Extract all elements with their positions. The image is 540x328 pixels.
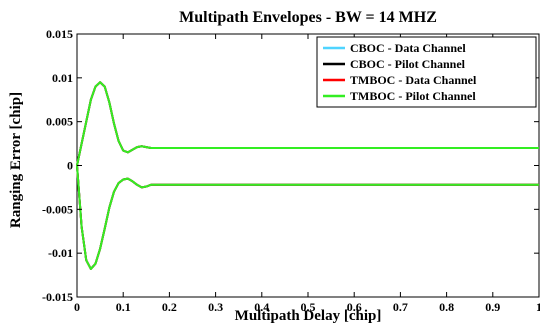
y-tick-label: 0.015 [46, 27, 73, 41]
x-tick-label: 0.3 [208, 300, 223, 314]
x-tick-label: 0.7 [393, 300, 408, 314]
legend-label-1: CBOC - Data Channel [350, 41, 466, 55]
x-tick-label: 0.4 [254, 300, 269, 314]
x-tick-label: 0.5 [301, 300, 316, 314]
x-axis-label: Multipath Delay [chip] [235, 308, 382, 324]
series-layer [76, 81, 539, 270]
legend-label-2: CBOC - Pilot Channel [350, 57, 466, 71]
x-tick-label: 0.9 [485, 300, 500, 314]
legend-box [316, 36, 537, 108]
y-tick-label: 0 [67, 159, 73, 173]
y-tick-label: -0.01 [48, 246, 73, 260]
x-tick-label: 0.6 [347, 300, 362, 314]
y-tick-label: 0.01 [52, 71, 73, 85]
legend-label-3: TMBOC - Data Channel [350, 73, 477, 87]
x-tick-label: 1 [536, 300, 540, 314]
legend-label-4: TMBOC - Pilot Channel [350, 89, 476, 103]
y-axis-label: Ranging Error [chip] [8, 92, 24, 228]
series-line-4-lower [76, 165, 539, 270]
series-line-4-upper [76, 81, 539, 166]
x-tick-label: 0.8 [439, 300, 454, 314]
y-tick-label: 0.005 [46, 115, 73, 129]
x-tick-label: 0 [74, 300, 80, 314]
x-tick-label: 0.1 [116, 300, 131, 314]
x-tick-label: 0.2 [162, 300, 177, 314]
y-tick-label: -0.005 [42, 202, 73, 216]
chart-title: Multipath Envelopes - BW = 14 MHZ [179, 9, 437, 26]
y-tick-label: -0.015 [42, 290, 73, 304]
tick-layer: 0 0.1 0.2 0.3 0.4 0.5 0.6 0.7 0.8 0.9 1 0.015 0.01 0.… [42, 27, 540, 314]
legend: CBOC - Data Channel CBOC - Pilot Channel T… [316, 36, 537, 108]
